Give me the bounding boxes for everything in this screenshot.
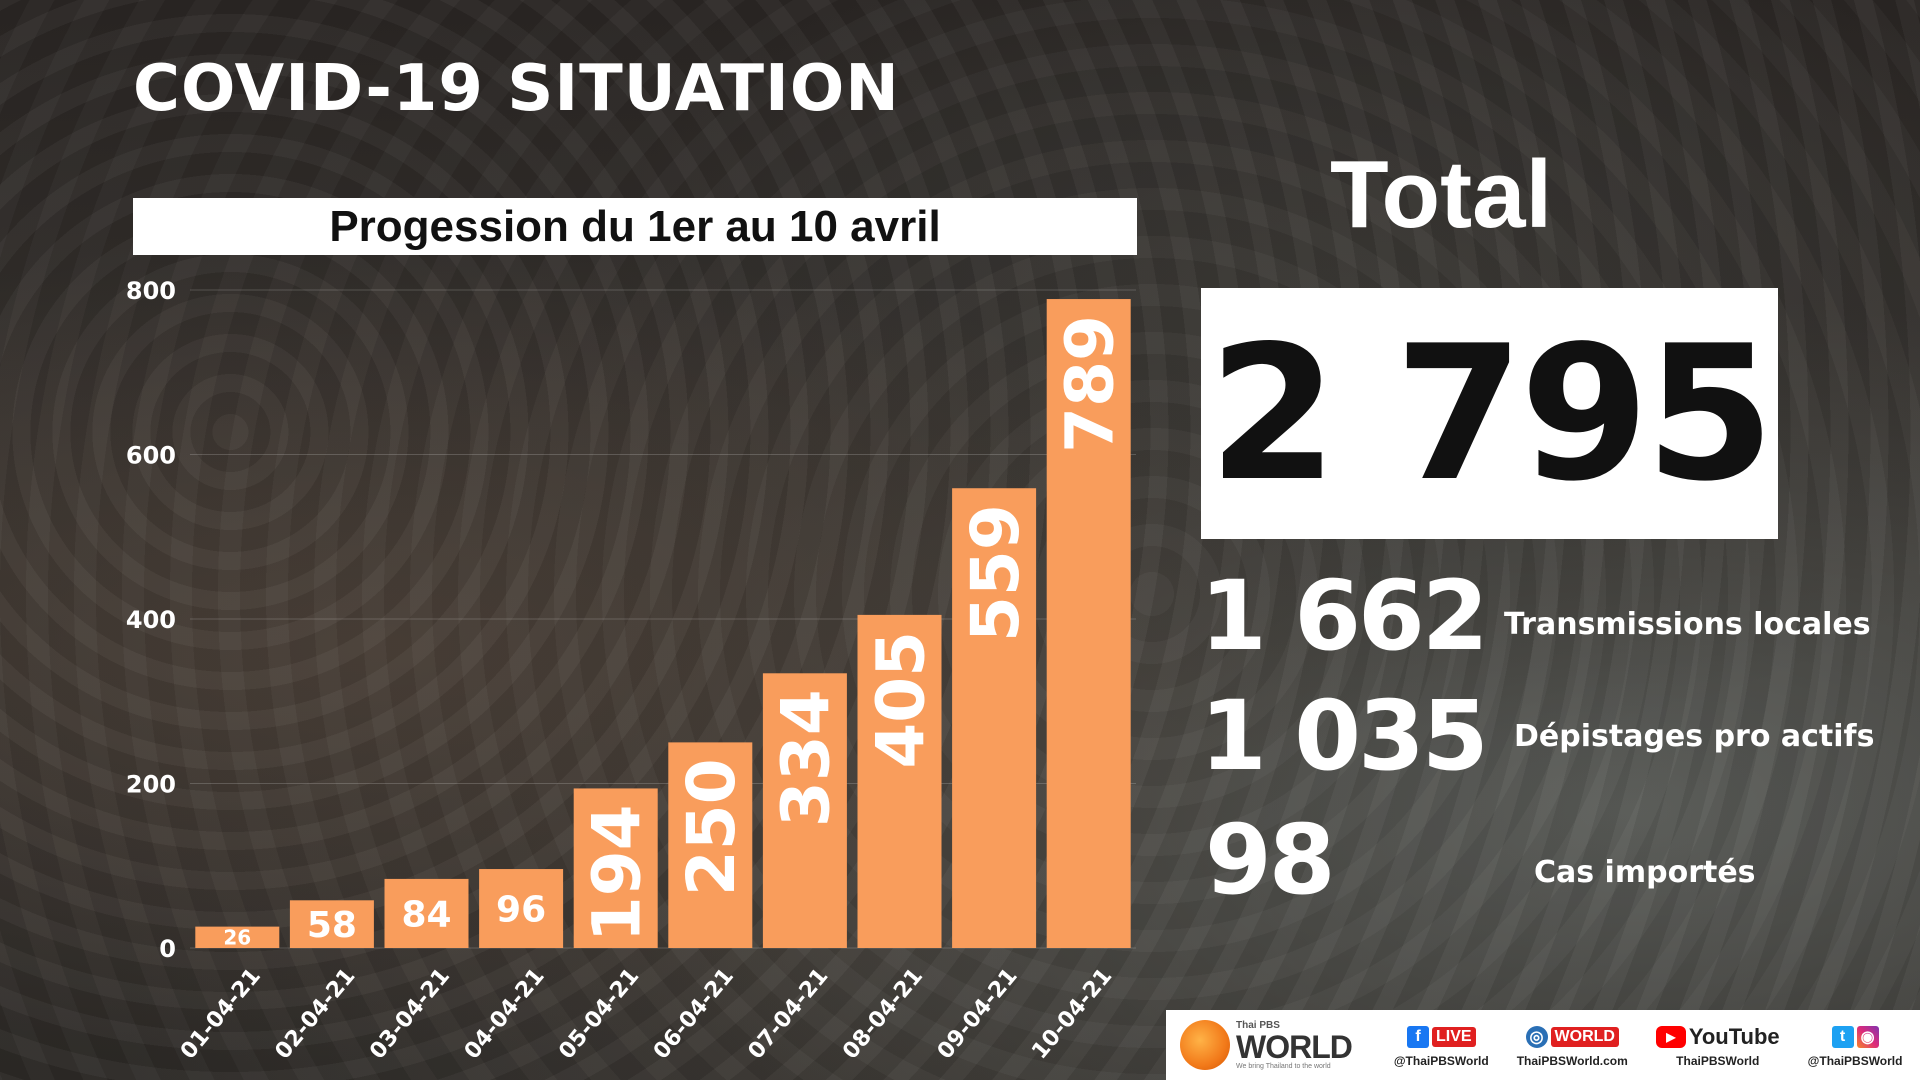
y-tick-label: 600	[126, 442, 176, 470]
total-value: 2 795	[1208, 305, 1774, 522]
instagram-icon: ◉	[1856, 1025, 1879, 1048]
bar	[762, 673, 847, 948]
facebook-icon: f	[1406, 1025, 1429, 1048]
stat-local-value: 1 662	[1200, 560, 1489, 672]
chart-subtitle: Progession du 1er au 10 avril	[329, 201, 941, 251]
social-youtube[interactable]: ▶ YouTube ThaiPBSWorld	[1655, 1023, 1780, 1068]
bar	[857, 614, 942, 948]
y-tick-label: 200	[126, 771, 176, 799]
stat-proactive-value: 1 035	[1200, 680, 1489, 792]
data-label: 789	[1051, 315, 1128, 453]
x-tick-label: 02-04-21	[271, 964, 361, 1064]
brand-name: WORLD	[1236, 1028, 1353, 1065]
bar	[1046, 299, 1131, 948]
bar	[952, 488, 1037, 948]
chart-subtitle-box: Progession du 1er au 10 avril	[133, 198, 1137, 255]
bar-chart: 0 200 400 600 800 26 01-04-21 58 02-04-21 84 03-04…	[126, 277, 1131, 1064]
y-tick-label: 0	[159, 935, 176, 963]
data-label: 250	[673, 758, 750, 896]
brand-logo-group[interactable]: Thai PBS WORLD We bring Thailand to the …	[1180, 1019, 1353, 1070]
world-badge: WORLD	[1550, 1026, 1619, 1047]
x-tick-label: 09-04-21	[933, 964, 1023, 1064]
facebook-handle: @ThaiPBSWorld	[1393, 1053, 1489, 1068]
data-label: 334	[768, 689, 845, 827]
page-title: COVID-19 SITUATION	[133, 52, 900, 126]
x-tick-label: 06-04-21	[649, 964, 739, 1064]
data-label: 58	[307, 905, 357, 946]
globe-icon: ◎	[1525, 1025, 1548, 1048]
brand-top-text: Thai PBS	[1236, 1019, 1280, 1031]
x-tick-label: 05-04-21	[554, 964, 644, 1064]
y-tick-label: 400	[126, 606, 176, 634]
stat-proactive-label: Dépistages pro actifs	[1514, 719, 1875, 754]
data-label: 559	[957, 504, 1034, 642]
y-tick-label: 800	[126, 277, 176, 305]
data-label: 26	[223, 926, 251, 950]
stat-imported-value: 98	[1205, 804, 1336, 916]
stat-local-label: Transmissions locales	[1504, 607, 1871, 642]
data-label: 84	[401, 894, 451, 935]
brand-tagline: We bring Thailand to the world	[1236, 1062, 1331, 1070]
x-tick-label: 08-04-21	[838, 964, 928, 1064]
data-label: 96	[496, 889, 546, 930]
x-tick-label: 10-04-21	[1027, 964, 1117, 1064]
twitter-icon: t	[1831, 1025, 1854, 1048]
thaipbs-logo-icon	[1180, 1020, 1230, 1070]
social-twitter-instagram[interactable]: t ◉ @ThaiPBSWorld	[1807, 1023, 1903, 1068]
data-label: 405	[862, 631, 939, 769]
x-tick-label: 07-04-21	[744, 964, 834, 1064]
bar	[479, 869, 564, 948]
bar	[289, 900, 374, 948]
bar	[195, 926, 280, 948]
social-facebook[interactable]: f LIVE @ThaiPBSWorld	[1394, 1023, 1489, 1068]
total-label: Total	[1330, 141, 1553, 248]
bar	[384, 878, 469, 948]
website-handle: ThaiPBSWorld.com	[1516, 1053, 1628, 1068]
bar	[573, 788, 658, 948]
stat-imported-label: Cas importés	[1534, 855, 1756, 890]
total-box: 2 795	[1201, 288, 1778, 539]
bar	[668, 742, 753, 948]
youtube-handle: ThaiPBSWorld	[1676, 1053, 1760, 1068]
youtube-icon: ▶	[1655, 1025, 1686, 1048]
twitter-handle: @ThaiPBSWorld	[1807, 1053, 1903, 1068]
social-website[interactable]: ◎ WORLD ThaiPBSWorld.com	[1517, 1023, 1628, 1068]
x-tick-label: 03-04-21	[365, 964, 455, 1064]
live-badge: LIVE	[1431, 1026, 1476, 1047]
x-tick-label: 04-04-21	[460, 964, 550, 1064]
youtube-wordmark: YouTube	[1688, 1023, 1780, 1049]
data-label: 194	[578, 804, 655, 942]
x-tick-label: 01-04-21	[176, 964, 266, 1064]
footer-bar: Thai PBS WORLD We bring Thailand to the …	[1166, 1010, 1920, 1080]
